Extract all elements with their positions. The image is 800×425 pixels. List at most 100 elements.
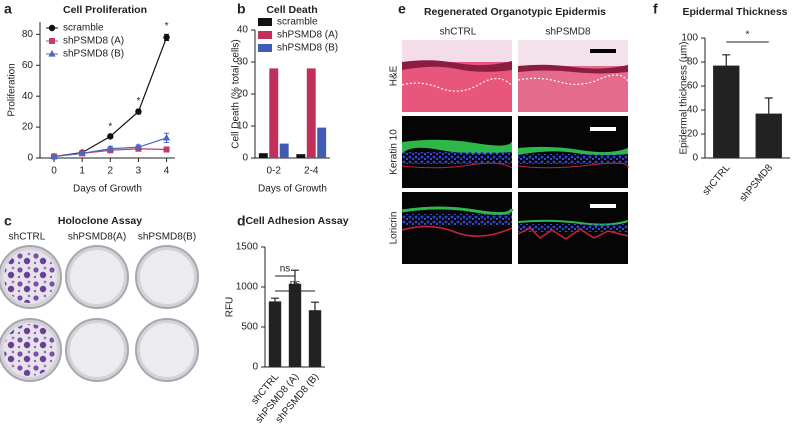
marker <box>107 133 114 140</box>
legend-label: shPSMD8 (B) <box>63 49 124 60</box>
y-tick-label: 80 <box>687 57 699 68</box>
x-axis-label: Days of Growth <box>73 184 142 195</box>
chart-title: Cell Death <box>266 4 317 16</box>
y-tick-label: 30 <box>237 57 249 68</box>
column-label: shPSMD8(A) <box>68 232 126 243</box>
column-label: shPSMD8(B) <box>138 232 196 243</box>
decoration <box>70 250 124 304</box>
y-tick-label: 0 <box>27 153 33 164</box>
he-image <box>401 40 629 112</box>
panel-letter: d <box>237 213 246 229</box>
decoration <box>402 192 512 264</box>
panel-letter: f <box>653 1 658 17</box>
dish <box>135 245 199 309</box>
decoration <box>70 323 124 377</box>
error-bar <box>764 97 773 130</box>
marker <box>50 152 58 160</box>
decoration <box>517 219 629 226</box>
decoration <box>518 146 628 156</box>
panel-title: Holoclone Assay <box>58 215 142 227</box>
legend-swatch <box>258 18 272 26</box>
error-bar <box>722 54 731 77</box>
x-tick-label: 1 <box>79 166 85 177</box>
row-label: Keratin 10 <box>389 129 400 175</box>
x-tick-label: 2 <box>108 166 114 177</box>
marker <box>106 144 114 152</box>
annotation: * <box>108 121 112 132</box>
bar <box>268 301 282 367</box>
chart-title: Cell Adhesion Assay <box>245 215 348 227</box>
epidermis-panel: e Regenerated Organotypic Epidermis shCT… <box>389 1 629 264</box>
decoration <box>402 139 512 154</box>
y-tick-label: 500 <box>241 322 258 333</box>
legend-marker <box>48 24 56 32</box>
legend-label: scramble <box>63 23 104 34</box>
x-axis-label: Days of Growth <box>258 184 327 195</box>
decoration <box>401 162 513 169</box>
legend-swatch <box>258 44 272 52</box>
bar <box>306 68 316 158</box>
legend-marker <box>49 38 55 44</box>
decoration <box>517 162 629 169</box>
y-tick-label: 40 <box>687 105 699 116</box>
x-tick-label: 0 <box>51 166 57 177</box>
decoration <box>4 324 56 376</box>
significance-label: * <box>746 30 750 41</box>
bar <box>269 68 279 158</box>
decoration <box>402 214 512 226</box>
marker <box>162 133 171 141</box>
y-tick-label: 0 <box>692 153 698 164</box>
y-tick-label: 20 <box>687 129 699 140</box>
dish <box>65 245 129 309</box>
y-axis-label: Cell Death (% total cells) <box>231 39 242 148</box>
decoration <box>518 64 628 74</box>
y-tick-label: 80 <box>22 29 34 40</box>
error-bar <box>311 301 319 319</box>
decoration <box>518 154 628 164</box>
chart-title: Epidermal Thickness <box>682 6 787 18</box>
column-label: shPSMD8 <box>545 27 590 38</box>
x-tick-label: shPSMD8 <box>738 162 776 204</box>
y-tick-label: 20 <box>237 89 249 100</box>
legend-label: shPSMD8 (A) <box>277 30 338 41</box>
legend-label: shPSMD8 (A) <box>63 36 124 47</box>
row-label: Loricrin <box>389 212 400 245</box>
error-bar <box>271 297 279 306</box>
column-label: shCTRL <box>440 27 477 38</box>
decoration <box>590 49 616 53</box>
column-label: shCTRL <box>9 232 46 243</box>
dish <box>65 318 129 382</box>
y-tick-label: 100 <box>681 33 698 44</box>
marker <box>78 149 86 156</box>
keratin-image <box>401 116 629 188</box>
significance-label: ns <box>290 279 301 290</box>
dish <box>0 245 62 309</box>
y-tick-label: 60 <box>687 81 699 92</box>
panel-letter: a <box>4 1 12 17</box>
y-tick-label: 0 <box>252 362 258 373</box>
y-tick-label: 40 <box>22 91 34 102</box>
marker <box>163 34 170 41</box>
panel-letter: b <box>237 1 246 17</box>
dish <box>135 318 199 382</box>
decoration <box>402 40 512 62</box>
bar <box>317 127 327 158</box>
legend-marker <box>48 50 56 57</box>
decoration <box>140 250 194 304</box>
x-tick-label: shCTRL <box>701 162 733 198</box>
decoration <box>402 60 512 72</box>
holoclone-panel: c Holoclone Assay shCTRL shPSMD8(A) shPS… <box>0 213 199 382</box>
y-tick-label: 0 <box>242 153 248 164</box>
panel-title: Regenerated Organotypic Epidermis <box>424 6 606 18</box>
chart-title: Cell Proliferation <box>63 4 147 16</box>
x-tick-label: 0-2 <box>267 166 282 177</box>
marker <box>135 108 142 115</box>
y-axis-label: Epidermal thickness (μm) <box>679 41 690 154</box>
y-tick-label: 10 <box>237 121 249 132</box>
y-tick-label: 1500 <box>236 242 259 253</box>
significance-label: ns <box>280 264 291 275</box>
legend-label: scramble <box>277 17 318 28</box>
decoration <box>401 206 514 216</box>
x-tick-label: 4 <box>164 166 170 177</box>
